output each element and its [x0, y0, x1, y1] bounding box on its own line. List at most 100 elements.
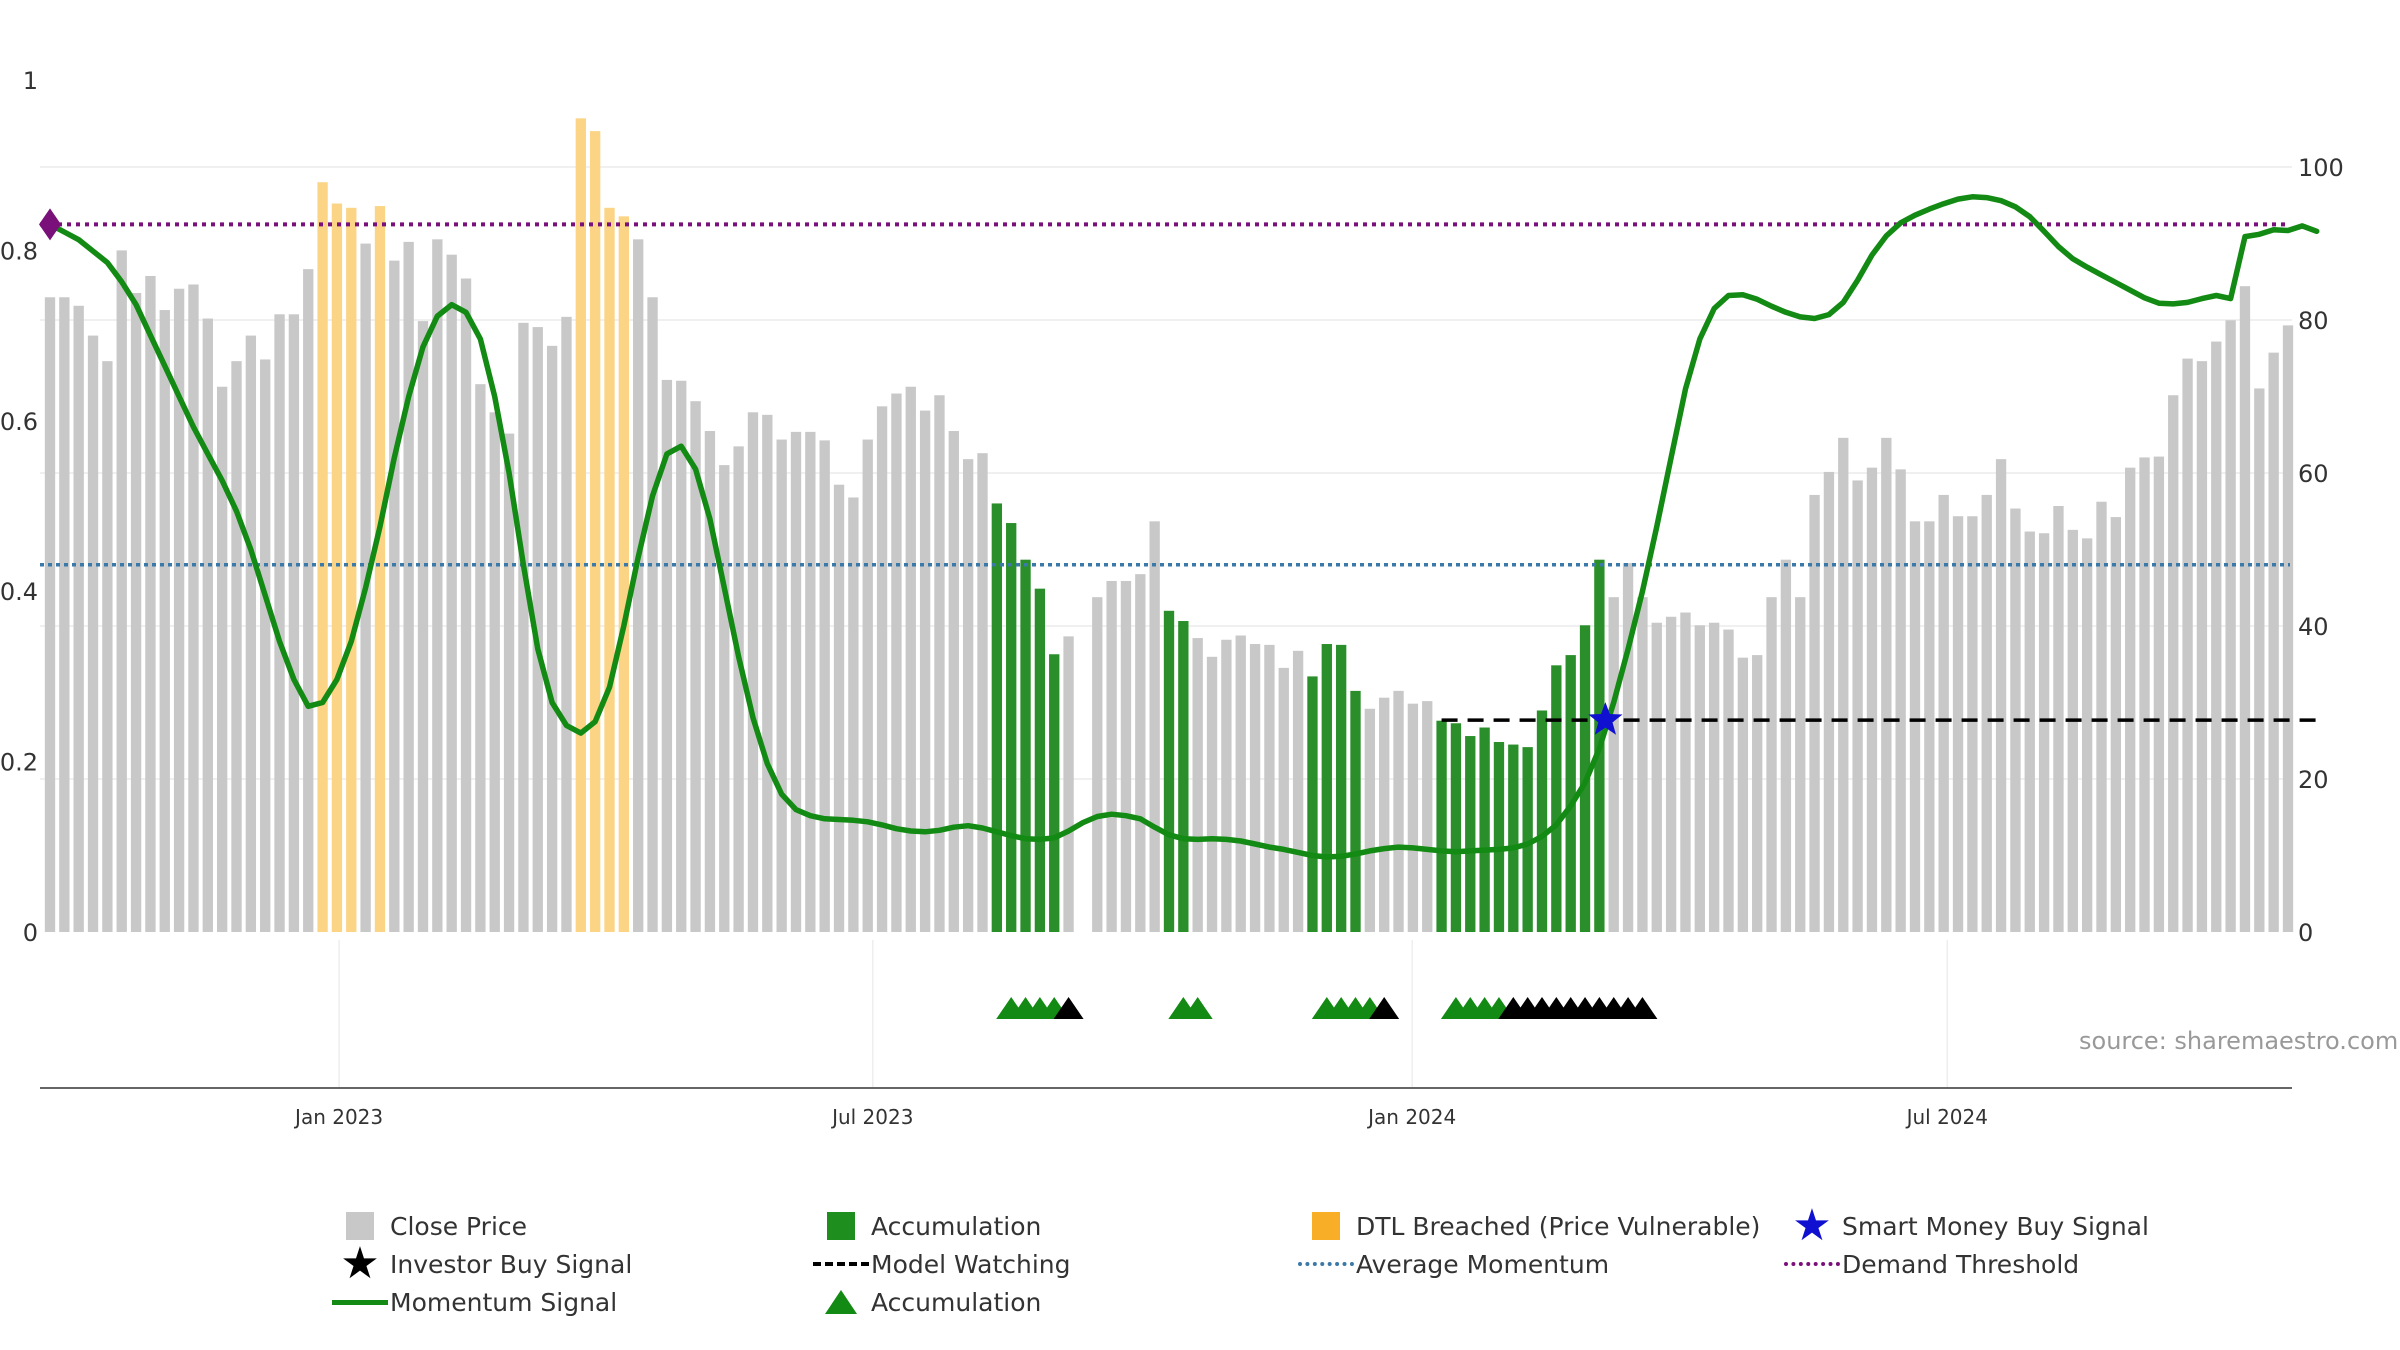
accumulation-bar: [1479, 727, 1490, 932]
accumulation-marker: [1182, 997, 1213, 1019]
close-price-bar: [1766, 597, 1777, 932]
triangle-up-icon: [825, 1290, 857, 1314]
investor-buy-marker: [1627, 997, 1658, 1019]
right-axis-tick-label: 0: [2298, 919, 2313, 947]
accumulation-bar: [1565, 655, 1576, 932]
close-price-bar: [145, 275, 156, 933]
close-price-bar: [977, 453, 988, 932]
close-price-bar: [719, 465, 730, 932]
right-axis-tick-label: 100: [2298, 154, 2344, 182]
left-axis-tick-label: 0.6: [0, 408, 38, 436]
close-price-bar: [1063, 636, 1074, 932]
close-price-bar: [2153, 456, 2165, 932]
close-price-bar: [87, 335, 99, 933]
close-price-bar: [962, 459, 974, 932]
legend-investor-buy-signal: ★ Investor Buy Signal: [330, 1242, 633, 1286]
reference-lines-layer: [40, 222, 2317, 722]
close-price-bar: [1866, 467, 1878, 932]
legend-label: Average Momentum: [1356, 1249, 1610, 1279]
dtl-breached-bar: [618, 216, 630, 932]
close-price-bar: [1895, 469, 1906, 932]
legend-momentum-signal: Momentum Signal: [330, 1284, 617, 1320]
dotted-line-swatch: [1784, 1262, 1840, 1266]
legend-label: Smart Money Buy Signal: [1842, 1211, 2149, 1241]
close-price-bar: [1952, 516, 1964, 932]
x-axis-tick-label: Jul 2023: [830, 1105, 913, 1129]
close-price-bar: [1838, 437, 1849, 932]
close-price-bar: [848, 497, 859, 932]
close-price-bar: [130, 293, 142, 932]
accumulation-bar: [1034, 588, 1046, 932]
signal-markers-layer: [996, 997, 1658, 1019]
close-price-bar: [2125, 467, 2136, 932]
legend-demand-threshold: Demand Threshold: [1782, 1246, 2079, 1282]
close-price-bar: [303, 269, 314, 932]
dtl-breached-bar: [589, 131, 601, 932]
momentum-line-swatch: [332, 1299, 388, 1305]
blue-star-icon: ★: [1792, 1200, 1832, 1251]
close-price-bar: [805, 431, 816, 932]
close-price-bar: [1608, 597, 1619, 932]
legend-dtl-breached: DTL Breached (Price Vulnerable): [1296, 1208, 1760, 1244]
close-price-bar: [2182, 358, 2193, 932]
close-price-bar: [2038, 533, 2050, 932]
close-price-bar: [1981, 494, 1992, 932]
accumulation-bar: [1321, 644, 1332, 932]
close-price-bar: [1795, 597, 1806, 932]
close-price-bar: [159, 310, 170, 932]
legend-label: Model Watching: [871, 1249, 1071, 1279]
legend: Close Price ★ Investor Buy Signal Moment…: [0, 1200, 2400, 1338]
close-price-bar: [1637, 597, 1648, 932]
close-price-bar: [1723, 629, 1734, 932]
close-price-bar: [216, 386, 228, 933]
close-price-bar: [1235, 635, 1246, 932]
close-price-bar: [862, 439, 873, 932]
close-price-bar: [1752, 655, 1763, 932]
close-price-bar: [102, 361, 113, 932]
close-price-swatch: [346, 1212, 374, 1240]
close-price-bar: [2282, 325, 2294, 933]
close-price-bar: [934, 395, 945, 932]
legend-label: Accumulation: [871, 1287, 1042, 1317]
close-price-bar: [532, 327, 543, 933]
close-price-bar: [2239, 286, 2251, 933]
close-price-bar: [1680, 612, 1691, 932]
close-price-bar: [2053, 506, 2064, 932]
close-price-bar: [819, 440, 830, 932]
legend-label: Demand Threshold: [1842, 1249, 2080, 1279]
close-price-bar: [1967, 516, 1978, 932]
left-axis-tick-label: 0: [23, 919, 38, 947]
close-price-bar: [446, 254, 457, 932]
dashed-line-swatch: [813, 1262, 869, 1266]
legend-label: DTL Breached (Price Vulnerable): [1356, 1211, 1761, 1241]
legend-accumulation-marker: Accumulation: [811, 1284, 1041, 1320]
close-price-bar: [2110, 517, 2122, 932]
close-price-bar: [518, 322, 529, 932]
accumulation-bar: [1508, 744, 1519, 932]
close-price-bar: [1278, 667, 1289, 932]
close-price-bar: [2225, 320, 2236, 932]
accumulation-bar: [1307, 676, 1318, 932]
close-price-bar: [1364, 708, 1376, 932]
dtl-breached-bar: [575, 118, 586, 933]
close-price-bar: [1938, 494, 1949, 932]
close-price-bar: [776, 439, 787, 932]
legend-label: Momentum Signal: [390, 1287, 618, 1317]
close-price-bar: [833, 484, 845, 932]
close-price-bar: [1120, 580, 1132, 932]
close-price-bar: [1881, 437, 1892, 932]
close-price-bar: [905, 386, 916, 933]
accumulation-bar: [1551, 665, 1562, 932]
legend-label: Investor Buy Signal: [390, 1249, 633, 1279]
accumulation-bar: [1335, 644, 1347, 932]
close-price-bar: [475, 384, 486, 932]
x-axis-tick-label: Jan 2023: [293, 1105, 383, 1129]
close-price-bar: [1694, 625, 1705, 932]
legend-smart-money-buy-signal: ★ Smart Money Buy Signal: [1782, 1200, 2149, 1251]
dtl-breached-bar: [604, 207, 615, 933]
close-price-bar: [231, 361, 242, 932]
legend-close-price: Close Price: [330, 1208, 527, 1244]
close-price-bar: [948, 431, 959, 932]
x-axis-tick-label: Jan 2024: [1366, 1105, 1456, 1129]
